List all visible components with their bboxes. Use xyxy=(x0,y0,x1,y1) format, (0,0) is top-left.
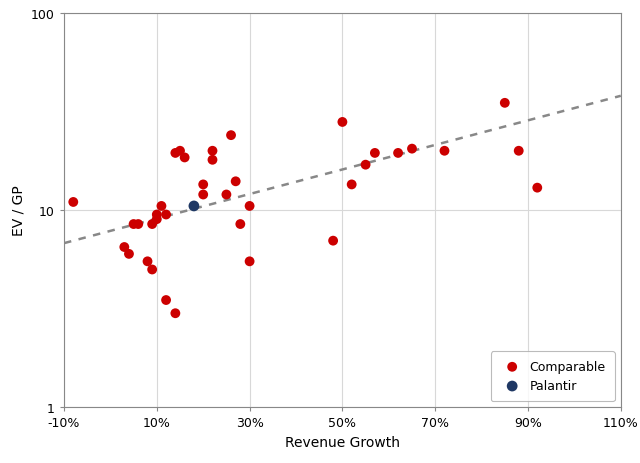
Comparable xyxy=(347,181,357,189)
Comparable xyxy=(142,258,152,265)
Comparable xyxy=(207,148,218,155)
Comparable xyxy=(198,181,209,189)
Comparable xyxy=(152,216,162,223)
Comparable xyxy=(129,221,139,228)
Comparable xyxy=(179,154,189,162)
Comparable xyxy=(513,148,524,155)
Comparable xyxy=(337,119,348,126)
Comparable xyxy=(147,221,157,228)
Comparable xyxy=(236,221,246,228)
Comparable xyxy=(156,203,166,210)
Legend: Comparable, Palantir: Comparable, Palantir xyxy=(491,351,614,401)
Comparable xyxy=(152,211,162,219)
Comparable xyxy=(500,100,510,107)
Comparable xyxy=(226,132,236,139)
Comparable xyxy=(407,146,417,153)
Comparable xyxy=(230,178,241,186)
Comparable xyxy=(124,250,134,258)
Palantir xyxy=(189,203,199,210)
Comparable xyxy=(244,203,255,210)
Comparable xyxy=(175,148,185,155)
Comparable xyxy=(439,148,449,155)
Comparable xyxy=(207,157,218,164)
Comparable xyxy=(161,211,172,219)
Comparable xyxy=(161,297,172,304)
Comparable xyxy=(393,150,403,157)
Comparable xyxy=(68,199,78,206)
Comparable xyxy=(198,191,209,199)
Comparable xyxy=(532,185,543,192)
Y-axis label: EV / GP: EV / GP xyxy=(12,185,26,236)
Comparable xyxy=(244,258,255,265)
Comparable xyxy=(360,162,371,169)
Comparable xyxy=(147,266,157,274)
Comparable xyxy=(328,238,338,245)
Comparable xyxy=(133,221,143,228)
Comparable xyxy=(170,310,180,317)
Comparable xyxy=(370,150,380,157)
Comparable xyxy=(170,150,180,157)
Comparable xyxy=(119,244,129,251)
X-axis label: Revenue Growth: Revenue Growth xyxy=(285,435,400,449)
Comparable xyxy=(221,191,232,199)
